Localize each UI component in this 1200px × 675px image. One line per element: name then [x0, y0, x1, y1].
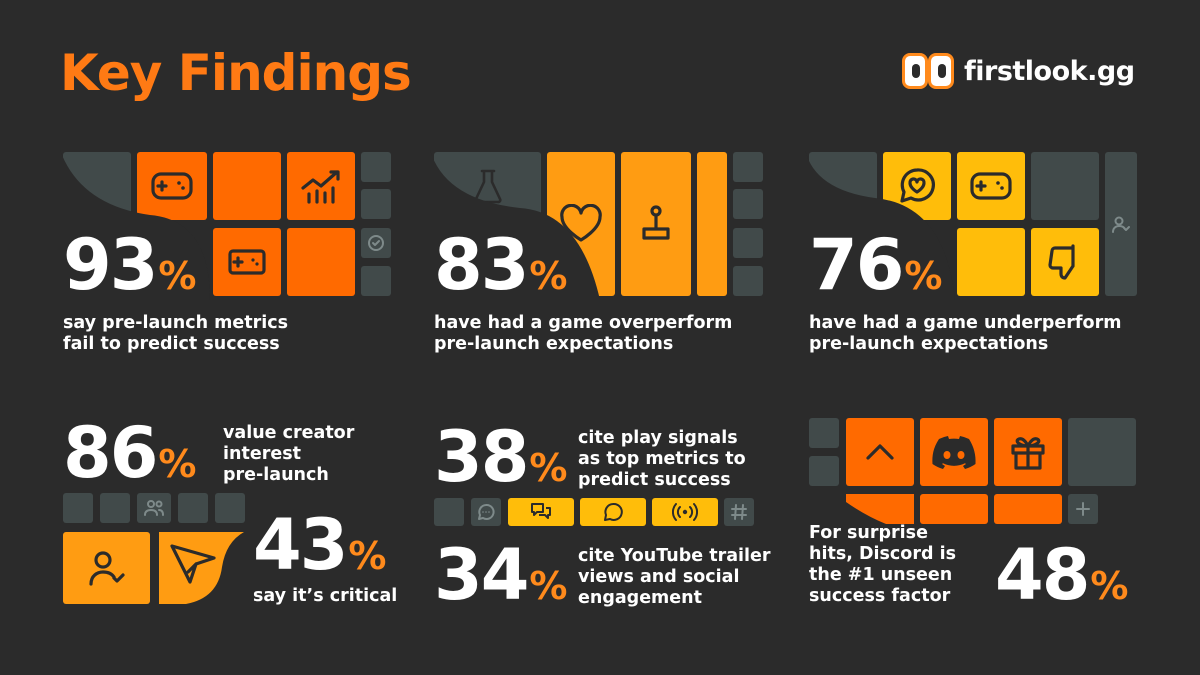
hash-icon	[731, 504, 747, 520]
tile-chat-bubbles	[508, 498, 574, 526]
decorative-wedge	[60, 150, 210, 300]
stat-caption: have had a game underperform pre-launch e…	[809, 313, 1122, 354]
stat-caption: cite play signals as top metrics to predic…	[578, 428, 746, 490]
thumbs-down-icon	[1048, 244, 1075, 280]
stat-value: 48%	[995, 534, 1129, 616]
tile-user-check	[1105, 152, 1137, 296]
stat-value: 93%	[63, 224, 197, 306]
user-check-icon	[88, 551, 125, 586]
tile-users	[137, 493, 171, 523]
heart-icon	[560, 204, 602, 242]
tile-chevron-up	[846, 418, 914, 486]
tile-send	[159, 532, 244, 604]
tile-gamepad	[137, 152, 207, 220]
stat-value: 34%	[434, 534, 568, 616]
tile	[733, 152, 763, 182]
tile	[809, 418, 839, 448]
tile	[1031, 152, 1099, 220]
tile	[287, 228, 355, 296]
tile-discord	[920, 418, 988, 486]
tile-hash	[724, 498, 754, 526]
stat-caption: say it’s critical	[253, 586, 398, 606]
tile	[733, 189, 763, 219]
chart-growth-icon	[301, 170, 340, 204]
heart-chat-icon	[900, 168, 935, 203]
tile-thumbs-down	[1031, 228, 1099, 296]
send-icon	[170, 544, 216, 584]
tile-gamepad	[957, 152, 1025, 220]
tile	[361, 266, 391, 296]
eyes-icon	[902, 53, 954, 89]
stat-value: 38%	[434, 416, 568, 498]
chat-icon	[604, 502, 623, 521]
tile	[733, 228, 763, 258]
decorative-wedge	[805, 150, 955, 300]
tile	[1068, 418, 1136, 486]
joystick-icon	[642, 205, 670, 240]
tile-user-check	[63, 532, 150, 604]
stat-value: 76%	[809, 224, 943, 306]
brand-logo[interactable]: firstlook.gg	[902, 50, 1135, 92]
tile	[178, 493, 208, 523]
chat-icon	[478, 504, 495, 520]
tile-chat	[580, 498, 646, 526]
tile-plus	[1068, 494, 1098, 524]
tile	[213, 152, 281, 220]
decorative-wedge	[430, 150, 600, 300]
stat-caption: say pre-launch metrics fail to predict su…	[63, 313, 289, 354]
stat-value: 43%	[253, 504, 387, 586]
gift-icon	[1011, 437, 1045, 470]
check-circle-icon	[368, 235, 384, 251]
tile	[434, 498, 464, 526]
tile	[100, 493, 130, 523]
broadcast-icon	[672, 503, 698, 521]
page-title: Key Findings	[60, 44, 412, 102]
gamepad-icon	[151, 172, 193, 200]
tile	[809, 456, 839, 486]
tile	[957, 228, 1025, 296]
tile-gift	[994, 418, 1062, 486]
stat-caption: have had a game overperform pre-launch ex…	[434, 313, 733, 354]
tile-gamepad-2	[213, 228, 281, 296]
tile	[63, 493, 93, 523]
plus-icon	[1076, 502, 1090, 516]
tile-chat	[471, 498, 501, 526]
discord-icon	[932, 436, 976, 469]
gamepad-icon	[228, 249, 266, 275]
tile	[215, 493, 245, 523]
tile	[361, 152, 391, 182]
users-icon	[144, 500, 164, 516]
tile	[920, 494, 988, 524]
tile	[846, 494, 914, 524]
tile-broadcast	[652, 498, 718, 526]
tile	[697, 152, 727, 296]
stat-caption: For surprise hits, Discord is the #1 unsee…	[809, 523, 956, 606]
stat-caption: cite YouTube trailer views and social enga…	[578, 546, 771, 608]
gamepad-icon	[970, 172, 1012, 200]
stat-caption: value creator interest pre-launch	[223, 423, 355, 485]
chat-bubbles-icon	[531, 503, 551, 519]
tile	[361, 189, 391, 219]
tile	[733, 266, 763, 296]
brand-name: firstlook.gg	[964, 55, 1135, 87]
stat-value: 86%	[63, 412, 197, 494]
user-check-icon	[1112, 216, 1130, 233]
chevron-up-icon	[866, 444, 894, 460]
decorative-wedge	[805, 416, 920, 528]
tile	[994, 494, 1062, 524]
tile-joystick	[621, 152, 691, 296]
tile-chart	[287, 152, 355, 220]
tile-check	[361, 228, 391, 258]
stat-value: 83%	[434, 224, 568, 306]
